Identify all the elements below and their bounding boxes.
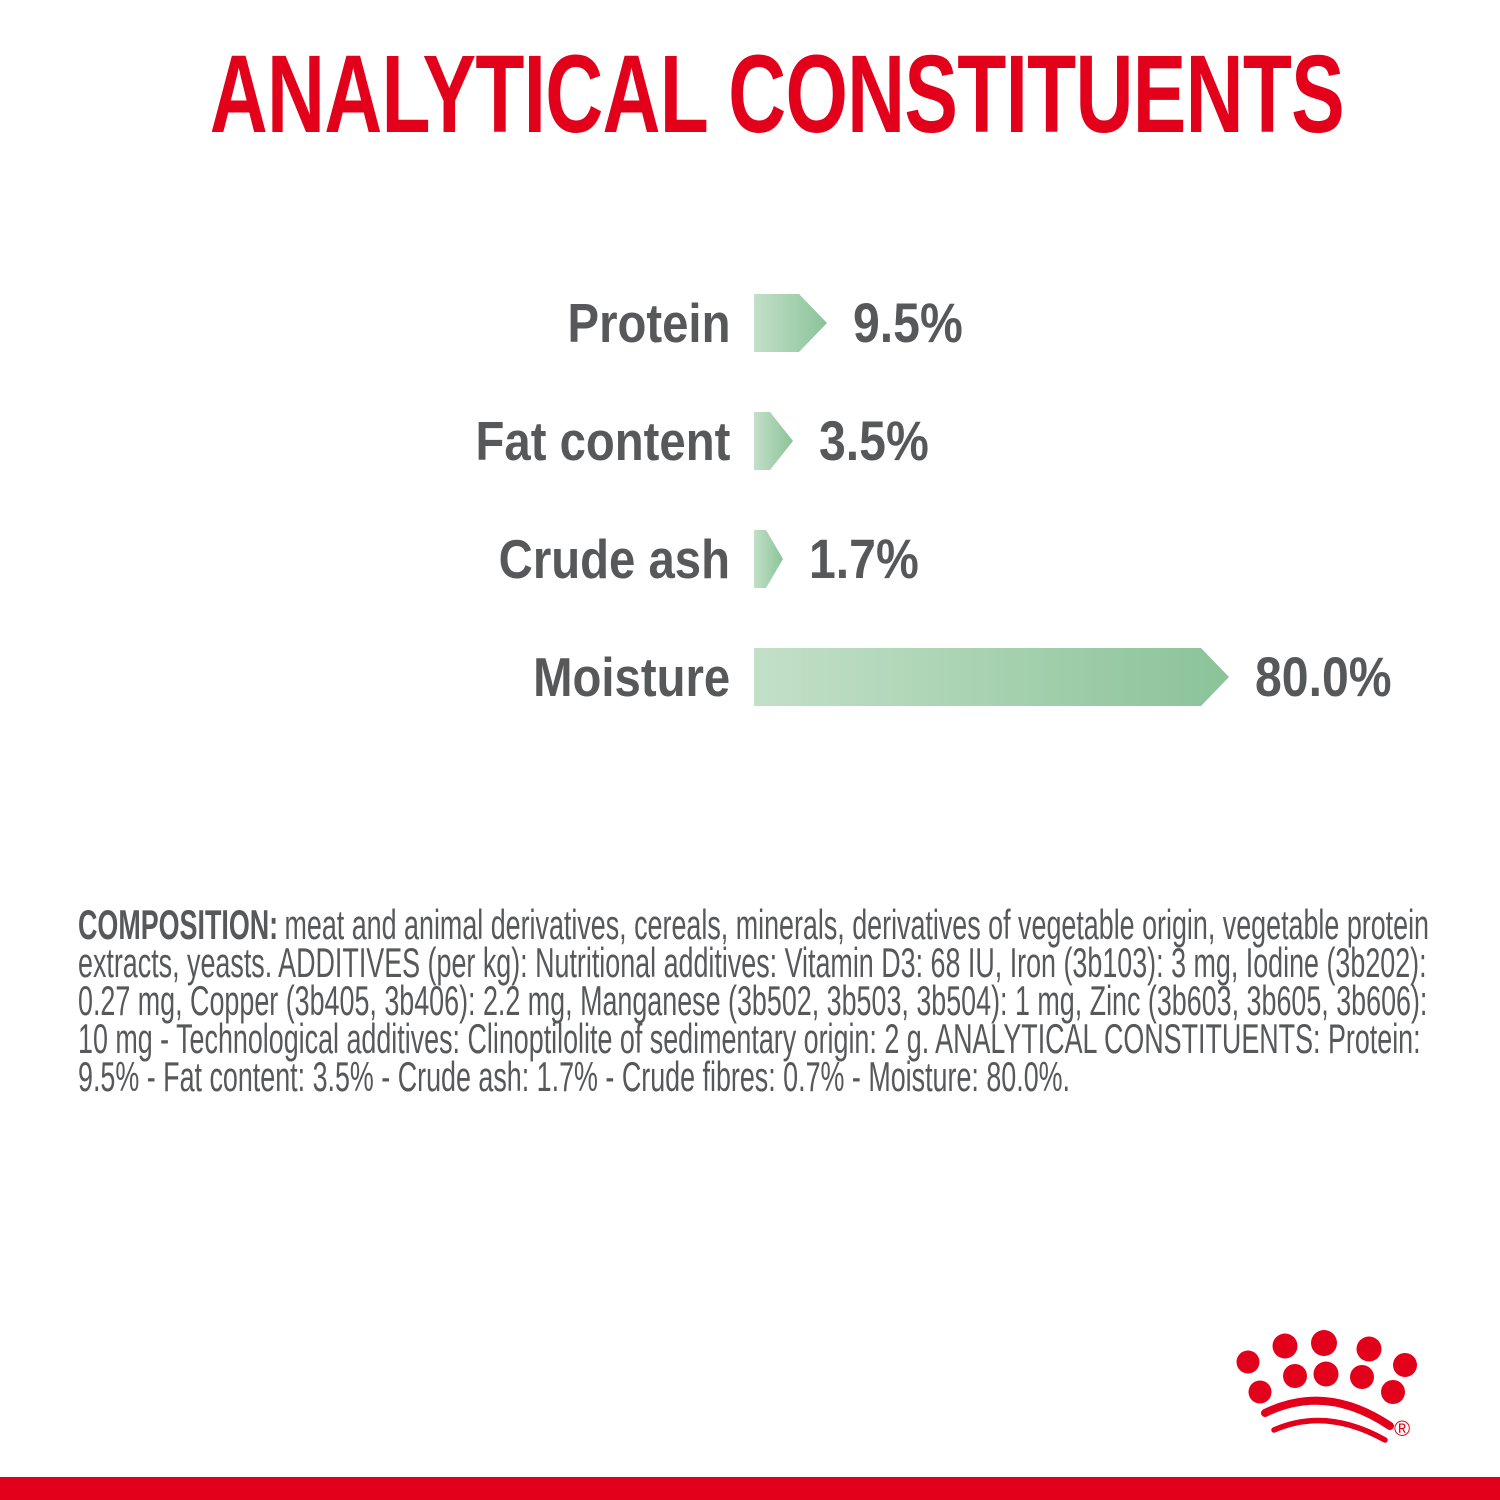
protein-bar xyxy=(754,294,827,352)
composition-paragraph: COMPOSITION: meat and animal derivatives,… xyxy=(78,904,1433,1098)
registered-trademark-icon: ® xyxy=(1394,1416,1410,1441)
value-label: 9.5% xyxy=(853,291,963,354)
chart-row-crude-ash: Crude ash 1.7% xyxy=(0,500,1500,618)
composition-heading: COMPOSITION: xyxy=(78,901,279,948)
value-label: 80.0% xyxy=(1255,645,1392,708)
value-label: 3.5% xyxy=(819,409,929,472)
category-label: Fat content xyxy=(475,410,730,472)
chart-row-protein: Protein 9.5% xyxy=(0,264,1500,382)
fat-content-bar xyxy=(754,412,793,470)
page-title-text: ANALYTICAL CONSTITUENTS xyxy=(209,33,1345,156)
category-label: Moisture xyxy=(532,646,730,708)
category-label: Crude ash xyxy=(498,528,730,590)
analytical-constituents-chart: Protein 9.5% Fat content 3.5% Crude ash … xyxy=(0,264,1500,736)
royal-canin-crown-logo-icon: ® xyxy=(1236,1330,1417,1443)
chart-row-fat-content: Fat content 3.5% xyxy=(0,382,1500,500)
crude-ash-bar xyxy=(754,530,783,588)
composition-text: meat and animal derivatives, cereals, mi… xyxy=(78,901,1430,1100)
footer-red-bar xyxy=(0,1477,1500,1500)
page-title: ANALYTICAL CONSTITUENTS xyxy=(0,40,1500,150)
chart-row-moisture: Moisture 80.0% xyxy=(0,618,1500,736)
category-label: Protein xyxy=(567,292,730,354)
moisture-bar xyxy=(754,648,1229,706)
value-label: 1.7% xyxy=(809,527,919,590)
